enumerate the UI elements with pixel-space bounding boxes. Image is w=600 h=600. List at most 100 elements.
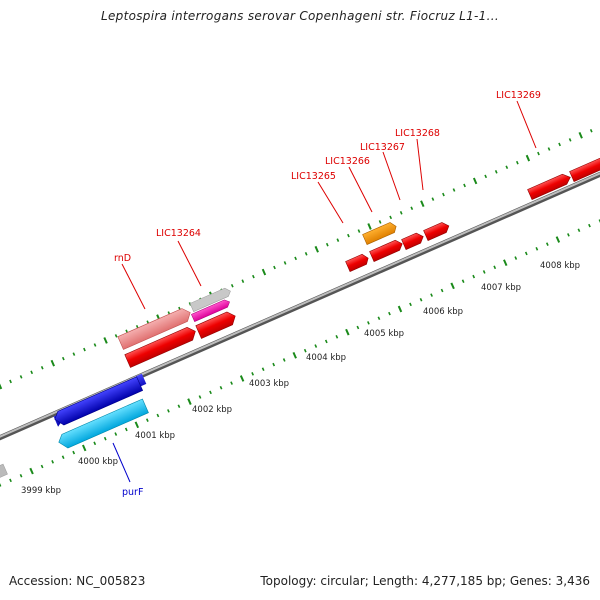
minor-tick: [452, 188, 456, 192]
minor-tick: [40, 365, 44, 370]
major-tick: [292, 351, 297, 359]
minor-tick: [30, 370, 34, 375]
minor-tick: [419, 297, 423, 302]
minor-tick: [367, 321, 370, 325]
scale-label: 4001 kbp: [135, 431, 175, 441]
major-tick: [525, 154, 531, 162]
minor-tick: [493, 265, 497, 270]
leader-rnD: [121, 263, 146, 310]
minor-tick: [588, 223, 591, 228]
scale-label: 4005 kbp: [364, 329, 404, 339]
major-tick: [261, 268, 267, 276]
minor-tick: [282, 358, 286, 362]
minor-tick: [219, 385, 223, 390]
minor-tick: [440, 288, 444, 293]
minor-tick: [388, 311, 391, 316]
minor-tick: [377, 316, 381, 321]
minor-tick: [442, 192, 445, 197]
gene-red-3[interactable]: [401, 231, 426, 250]
minor-tick: [9, 379, 12, 384]
gene-LIC13268[interactable]: [423, 220, 451, 241]
minor-tick: [537, 151, 540, 156]
minor-tick: [19, 473, 23, 478]
minor-tick: [356, 325, 360, 330]
minor-tick: [314, 344, 318, 348]
major-tick: [420, 200, 425, 208]
minor-tick: [283, 261, 287, 265]
minor-tick: [19, 375, 23, 379]
minor-tick: [40, 464, 44, 469]
label-LIC13269: LIC13269: [496, 90, 541, 101]
minor-tick: [198, 395, 202, 399]
minor-tick: [472, 274, 476, 279]
minor-tick: [294, 256, 298, 261]
minor-tick: [357, 229, 361, 233]
leader-LIC13267: [382, 151, 401, 201]
minor-tick: [51, 460, 55, 464]
minor-tick: [93, 441, 97, 446]
leader-purF: [112, 442, 131, 483]
gene-LIC13269[interactable]: [527, 172, 573, 200]
major-tick: [555, 236, 561, 243]
minor-tick: [273, 265, 276, 270]
gene-LIC13267[interactable]: [362, 221, 399, 245]
gene-LIC13266[interactable]: [369, 238, 405, 262]
major-tick: [397, 305, 403, 313]
gene-LIC13264[interactable]: [191, 298, 231, 322]
major-tick: [0, 383, 3, 390]
scale-label: 4000 kbp: [78, 457, 118, 467]
minor-tick: [494, 170, 498, 174]
label-LIC13267: LIC13267: [360, 142, 405, 153]
minor-tick: [505, 165, 509, 170]
gene-grey-small[interactable]: [189, 287, 232, 312]
upper-scale-ring: [0, 128, 593, 390]
minor-tick: [430, 293, 433, 297]
major-tick: [50, 359, 55, 367]
gene-red-1[interactable]: [124, 325, 198, 368]
minor-tick: [567, 233, 570, 237]
minor-tick: [251, 372, 255, 376]
gene-blue[interactable]: [52, 373, 148, 428]
minor-tick: [482, 270, 486, 274]
minor-tick: [515, 160, 519, 165]
scale-label: 4004 kbp: [306, 353, 346, 363]
minor-tick: [9, 478, 12, 483]
minor-tick: [389, 215, 393, 220]
lower-scale-ring: [0, 219, 600, 487]
minor-tick: [347, 233, 350, 238]
leader-LIC13268: [416, 138, 424, 191]
minor-tick: [409, 302, 412, 307]
scale-label: 3999 kbp: [21, 486, 61, 496]
feature-grey-left[interactable]: [0, 463, 8, 479]
minor-tick: [167, 409, 170, 413]
gene-purF[interactable]: [56, 398, 149, 451]
minor-tick: [378, 220, 382, 224]
minor-tick: [272, 362, 276, 367]
minor-tick: [145, 418, 149, 422]
minor-tick: [558, 142, 561, 147]
gene-red-4[interactable]: [569, 153, 600, 182]
leader-LIC13266: [348, 166, 373, 213]
major-tick: [134, 421, 140, 429]
minor-tick: [463, 183, 466, 188]
scale-label: 4003 kbp: [249, 379, 289, 389]
minor-tick: [252, 274, 255, 279]
gene-LIC13265[interactable]: [345, 253, 371, 272]
gene-rnD[interactable]: [117, 306, 193, 350]
label-LIC13268: LIC13268: [395, 128, 440, 139]
minor-tick: [325, 242, 329, 247]
minor-tick: [103, 436, 107, 441]
major-tick: [187, 398, 192, 405]
minor-tick: [461, 279, 465, 284]
minor-tick: [230, 381, 233, 385]
minor-tick: [336, 238, 340, 242]
minor-tick: [230, 283, 234, 288]
minor-tick: [577, 228, 581, 233]
major-tick: [103, 337, 108, 344]
gene-red-2[interactable]: [195, 310, 238, 339]
minor-tick: [303, 348, 307, 353]
minor-tick: [547, 147, 551, 151]
scale-label: 4008 kbp: [540, 261, 580, 271]
major-tick: [345, 328, 350, 336]
